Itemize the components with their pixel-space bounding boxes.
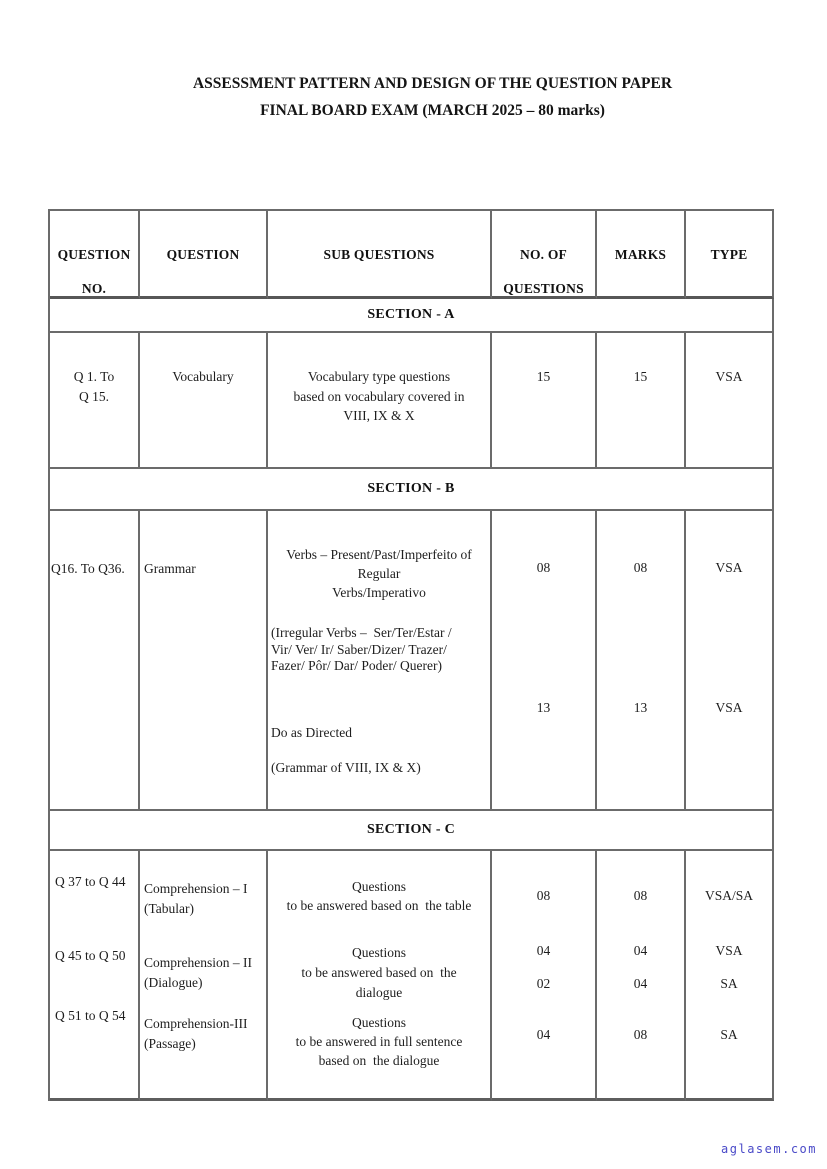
section-a-label: SECTION - A <box>367 307 455 322</box>
col-header-question: QUESTION <box>140 211 268 299</box>
col-header-question-label: QUESTION <box>166 247 240 262</box>
col-header-marks: MARKS <box>597 211 686 299</box>
section-a-sub-cell: Vocabulary type questions based on vocab… <box>268 333 492 469</box>
section-c-row2-qno: Q 45 to Q 50 <box>55 948 126 963</box>
section-c-row1-type: VSA/SA <box>704 888 753 903</box>
section-a-num-cell: 15 <box>492 333 597 469</box>
section-c-row2-type-2: SA <box>720 976 738 991</box>
section-b-num-2: 13 <box>536 700 551 715</box>
col-header-type: TYPE <box>686 211 774 299</box>
document-title: ASSESSMENT PATTERN AND DESIGN OF THE QUE… <box>38 70 827 124</box>
section-c-row1-qno: Q 37 to Q 44 <box>55 874 126 889</box>
section-b-num-1: 08 <box>536 560 551 575</box>
section-c-row2-num-1: 04 <box>536 943 551 958</box>
section-c-row2-sub: Questions to be answered based on the di… <box>301 945 457 1000</box>
assessment-pattern-table: QUESTION NO. QUESTION SUB QUESTIONS NO. … <box>48 209 774 1101</box>
section-c-marks-cell: 08 04 04 08 <box>597 851 686 1101</box>
section-c-row2-type-1: VSA <box>715 943 743 958</box>
section-b-marks-cell: 08 13 <box>597 511 686 811</box>
title-line-1: ASSESSMENT PATTERN AND DESIGN OF THE QUE… <box>192 75 673 92</box>
section-a-qno-cell: Q 1. To Q 15. <box>50 333 140 469</box>
section-b-num-cell: 08 13 <box>492 511 597 811</box>
section-b-sub-irregular-verbs: (Irregular Verbs – Ser/Ter/Estar / Vir/ … <box>271 625 452 673</box>
section-c-row2-marks-1: 04 <box>633 943 648 958</box>
section-b-band: SECTION - B <box>50 469 774 511</box>
col-header-question-no: QUESTION NO. <box>50 211 140 299</box>
section-c-row3-num: 04 <box>536 1027 551 1042</box>
col-header-sub-questions: SUB QUESTIONS <box>268 211 492 299</box>
section-b-sub-cell: Verbs – Present/Past/Imperfeito of Regul… <box>268 511 492 811</box>
section-b-label: SECTION - B <box>367 481 455 496</box>
section-b-qno: Q16. To Q36. <box>51 561 125 576</box>
section-a-question-cell: Vocabulary <box>140 333 268 469</box>
col-header-no-of-questions: NO. OF QUESTIONS <box>492 211 597 299</box>
section-c-row3-qno: Q 51 to Q 54 <box>55 1008 126 1023</box>
section-b-sub-do-as-directed: Do as Directed <box>271 725 352 740</box>
section-b-sub-verbs: Verbs – Present/Past/Imperfeito of Regul… <box>286 547 472 600</box>
col-header-type-label: TYPE <box>710 247 748 262</box>
section-b-marks-2: 13 <box>633 700 648 715</box>
section-b-qno-cell: Q16. To Q36. <box>50 511 140 811</box>
section-c-band: SECTION - C <box>50 811 774 851</box>
section-c-row1-num: 08 <box>536 888 551 903</box>
section-a-question: Vocabulary <box>172 369 234 384</box>
section-a-type: VSA <box>715 369 743 384</box>
section-c-row3-question: Comprehension-III (Passage) <box>144 1016 248 1051</box>
section-a-num: 15 <box>536 369 551 384</box>
section-c-question-cell: Comprehension – I (Tabular) Comprehensio… <box>140 851 268 1101</box>
section-c-row3-sub: Questions to be answered in full sentenc… <box>295 1015 463 1068</box>
section-c-row3-marks: 08 <box>633 1027 648 1042</box>
section-a-qno: Q 1. To Q 15. <box>73 369 115 404</box>
section-b-question-cell: Grammar <box>140 511 268 811</box>
col-header-marks-label: MARKS <box>614 247 667 262</box>
section-b-type-cell: VSA VSA <box>686 511 774 811</box>
section-b-type-2: VSA <box>715 700 743 715</box>
section-a-marks: 15 <box>633 369 648 384</box>
section-c-qno-cell: Q 37 to Q 44 Q 45 to Q 50 Q 51 to Q 54 <box>50 851 140 1101</box>
title-line-2: FINAL BOARD EXAM (MARCH 2025 – 80 marks) <box>260 102 605 119</box>
section-b-marks-1: 08 <box>633 560 648 575</box>
col-header-sub-questions-label: SUB QUESTIONS <box>323 247 435 262</box>
col-header-question-no-label: QUESTION NO. <box>57 247 131 296</box>
section-a-marks-cell: 15 <box>597 333 686 469</box>
section-b-question: Grammar <box>144 561 196 576</box>
section-a-band: SECTION - A <box>50 299 774 333</box>
section-c-row3-type: SA <box>720 1027 738 1042</box>
section-c-label: SECTION - C <box>366 822 456 837</box>
section-c-row1-sub: Questions to be answered based on the ta… <box>286 879 472 913</box>
section-c-row2-num-2: 02 <box>536 976 551 991</box>
section-a-type-cell: VSA <box>686 333 774 469</box>
col-header-no-of-questions-label: NO. OF QUESTIONS <box>503 247 584 296</box>
section-c-row2-question: Comprehension – II (Dialogue) <box>144 955 252 990</box>
section-c-sub-cell: Questions to be answered based on the ta… <box>268 851 492 1101</box>
section-c-row1-marks: 08 <box>633 888 648 903</box>
watermark-link[interactable]: aglasem.com <box>721 1142 817 1156</box>
section-c-num-cell: 08 04 02 04 <box>492 851 597 1101</box>
section-a-sub: Vocabulary type questions based on vocab… <box>293 369 465 423</box>
section-b-sub-grammar-note: (Grammar of VIII, IX & X) <box>271 760 421 775</box>
section-c-row1-question: Comprehension – I (Tabular) <box>144 881 248 916</box>
section-c-row2-marks-2: 04 <box>633 976 648 991</box>
section-b-type-1: VSA <box>715 560 743 575</box>
section-c-type-cell: VSA/SA VSA SA SA <box>686 851 774 1101</box>
